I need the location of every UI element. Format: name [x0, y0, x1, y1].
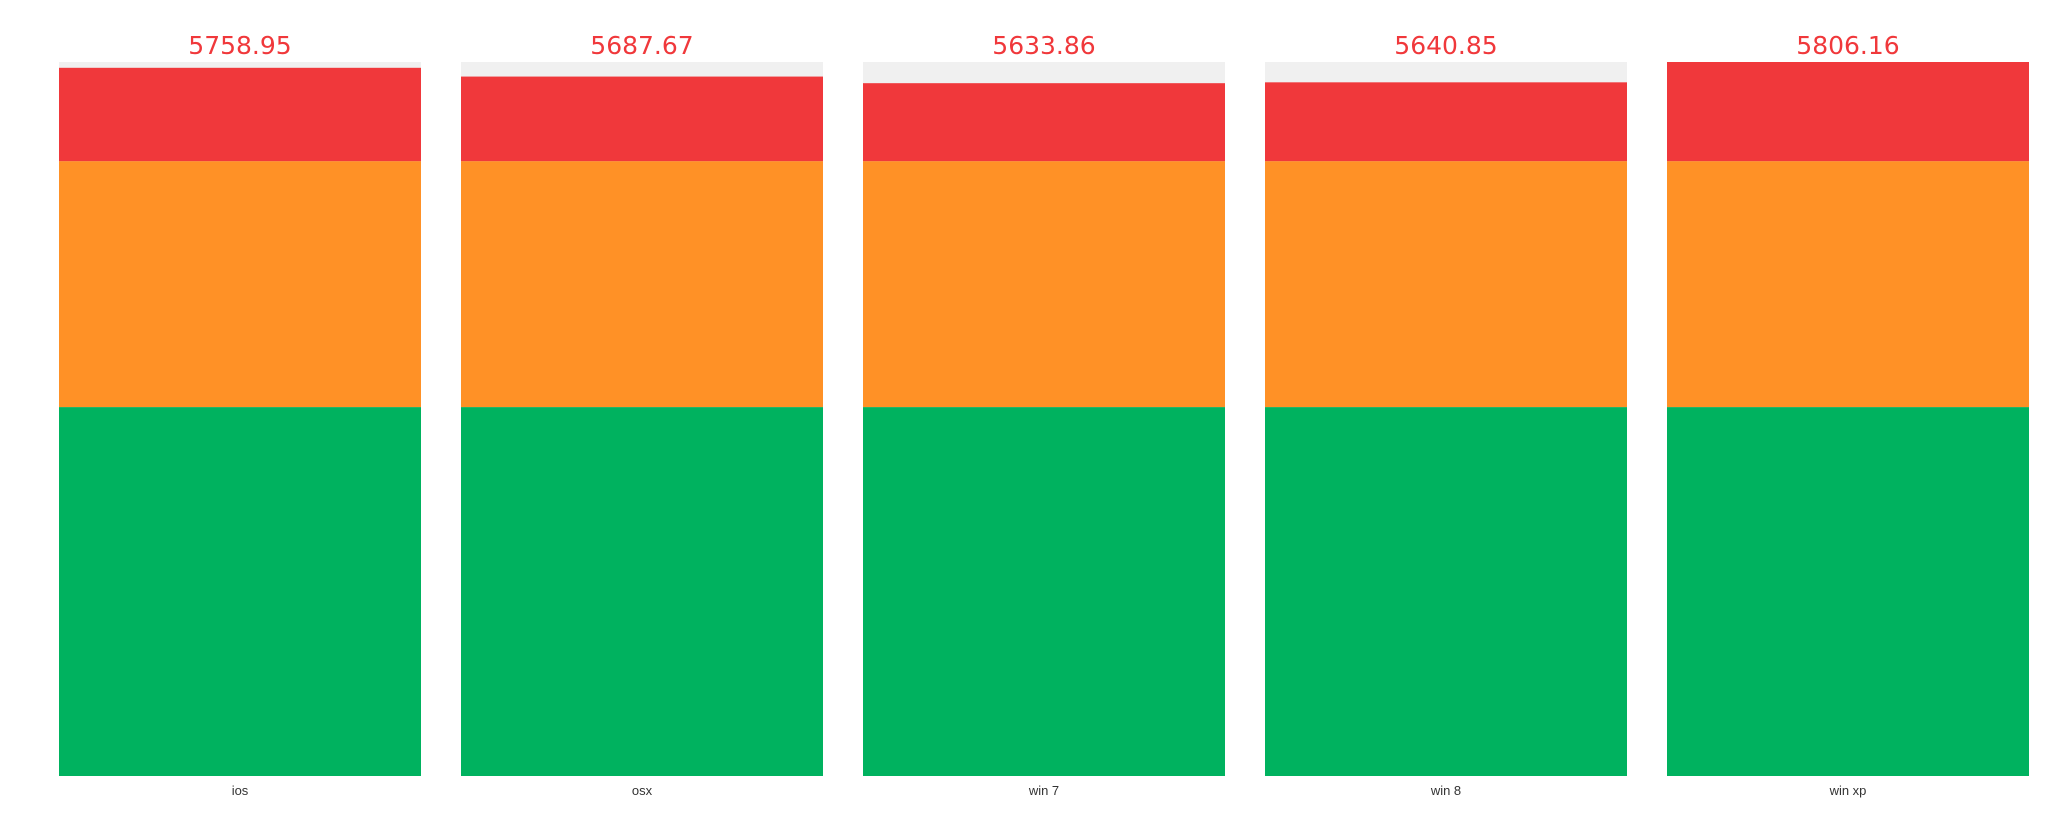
bar-value-label-win-7: 5633.86 — [992, 31, 1095, 60]
category-label-osx: osx — [632, 783, 653, 798]
bar-segment-win-7-1[interactable] — [863, 161, 1225, 408]
bar-value-label-win-8: 5640.85 — [1394, 31, 1497, 60]
bar-segment-win-8-1[interactable] — [1265, 161, 1627, 408]
bar-segment-osx-0[interactable] — [461, 407, 823, 776]
value-labels-layer: 5758.95 5687.67 5633.86 5640.85 5806.16 — [188, 31, 1899, 60]
bar-segment-win-7-2[interactable] — [863, 83, 1225, 162]
bar-segment-win-7-0[interactable] — [863, 407, 1225, 776]
category-label-win-xp: win xp — [1829, 783, 1867, 798]
bar-segment-osx-1[interactable] — [461, 161, 823, 408]
category-label-win-7: win 7 — [1028, 783, 1059, 798]
bars-layer — [59, 62, 2029, 776]
bar-segment-win-xp-2[interactable] — [1667, 62, 2029, 162]
bar-value-label-osx: 5687.67 — [590, 31, 693, 60]
bar-segment-win-8-2[interactable] — [1265, 82, 1627, 162]
bar-segment-win-xp-0[interactable] — [1667, 407, 2029, 776]
bar-segment-win-xp-1[interactable] — [1667, 161, 2029, 408]
category-labels-layer: ios osx win 7 win 8 win xp — [232, 783, 1867, 798]
bar-segment-osx-2[interactable] — [461, 76, 823, 162]
bar-value-label-win-xp: 5806.16 — [1796, 31, 1899, 60]
category-label-win-8: win 8 — [1430, 783, 1461, 798]
bar-segment-ios-1[interactable] — [59, 161, 421, 408]
bar-segment-win-8-0[interactable] — [1265, 407, 1627, 776]
bar-segment-ios-2[interactable] — [59, 67, 421, 162]
category-label-ios: ios — [232, 783, 249, 798]
bar-value-label-ios: 5758.95 — [188, 31, 291, 60]
bar-segment-ios-0[interactable] — [59, 407, 421, 776]
